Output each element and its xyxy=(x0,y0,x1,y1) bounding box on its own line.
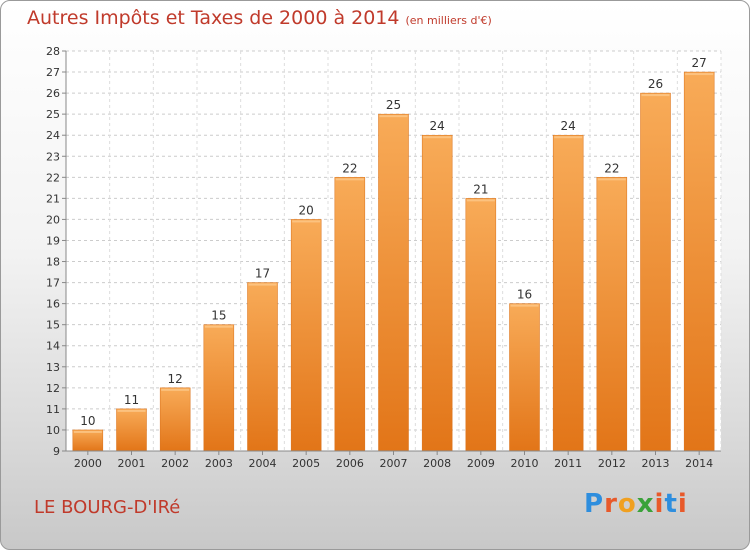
brand-letter: t xyxy=(664,489,678,519)
bar-highlight xyxy=(292,220,321,223)
bar xyxy=(596,177,628,452)
x-tick-label: 2011 xyxy=(554,457,582,470)
y-tick-label: 14 xyxy=(46,340,60,353)
bar xyxy=(159,387,191,452)
bar-highlight xyxy=(161,388,190,391)
chart-title: Autres Impôts et Taxes de 2000 à 2014 xyxy=(27,7,400,29)
data-label: 26 xyxy=(648,77,663,91)
bar-highlight xyxy=(423,136,452,139)
y-tick-label: 15 xyxy=(46,319,60,332)
bar-highlight xyxy=(379,115,408,118)
y-tick-label: 13 xyxy=(46,361,60,374)
x-tick-label: 2001 xyxy=(118,457,146,470)
bar xyxy=(72,429,104,452)
x-tick-label: 2010 xyxy=(511,457,539,470)
bar-highlight xyxy=(554,136,583,139)
brand-letter: r xyxy=(604,489,618,519)
bar xyxy=(421,134,453,452)
bar xyxy=(247,282,278,452)
data-label: 12 xyxy=(168,372,183,386)
y-tick-label: 19 xyxy=(46,234,60,247)
bars-layer: 10 11 12 15 17 20 22 25 24 21 16 24 22 26 27 xyxy=(72,56,715,452)
bar-highlight xyxy=(641,94,670,97)
bar-highlight xyxy=(335,178,364,181)
x-tick-label: 2005 xyxy=(292,457,320,470)
x-tick-label: 2007 xyxy=(380,457,408,470)
y-tick-label: 11 xyxy=(46,403,60,416)
bar xyxy=(290,219,322,452)
x-tick-label: 2000 xyxy=(74,457,102,470)
y-tick-label: 17 xyxy=(46,277,60,290)
y-tick-label: 25 xyxy=(46,108,60,121)
data-label: 20 xyxy=(299,203,314,217)
brand-letter: i xyxy=(654,489,665,519)
y-tick-label: 12 xyxy=(46,382,60,395)
y-tick-label: 28 xyxy=(46,45,60,58)
bar xyxy=(552,134,584,452)
data-label: 10 xyxy=(80,414,95,428)
proxiti-logo[interactable]: Proxiti xyxy=(584,489,688,519)
y-tick-label: 27 xyxy=(46,66,60,79)
bar-highlight xyxy=(597,178,626,181)
y-tick-label: 21 xyxy=(46,192,60,205)
y-tick-label: 26 xyxy=(46,87,60,100)
x-tick-label: 2013 xyxy=(642,457,670,470)
grid-layer xyxy=(65,50,722,451)
x-tick-label: 2009 xyxy=(467,457,495,470)
y-tick-label: 20 xyxy=(46,213,60,226)
chart-unit: (en milliers d'€) xyxy=(405,14,492,27)
data-label: 27 xyxy=(692,56,707,70)
brand-letter: o xyxy=(617,489,637,519)
bar-highlight xyxy=(510,304,539,307)
bar xyxy=(683,71,715,452)
brand-letter: i xyxy=(677,489,688,519)
bar xyxy=(465,198,497,452)
x-tick-label: 2002 xyxy=(161,457,189,470)
bar-highlight xyxy=(248,283,277,286)
y-tick-label: 24 xyxy=(46,129,60,142)
x-tick-label: 2012 xyxy=(598,457,626,470)
data-label: 25 xyxy=(386,98,401,112)
y-tick-label: 22 xyxy=(46,171,60,184)
brand-letter: x xyxy=(636,489,655,519)
bar-highlight xyxy=(117,409,146,412)
x-tick-label: 2008 xyxy=(423,457,451,470)
bar xyxy=(640,92,671,452)
y-tick-label: 16 xyxy=(46,298,60,311)
data-label: 24 xyxy=(430,119,445,133)
data-label: 22 xyxy=(604,161,619,175)
bar xyxy=(378,113,409,452)
data-label: 16 xyxy=(517,288,532,302)
x-tick-label: 2006 xyxy=(336,457,364,470)
commune-name: LE BOURG-D'IRé xyxy=(34,497,181,518)
x-tick-label: 2003 xyxy=(205,457,233,470)
data-label: 24 xyxy=(561,119,576,133)
bar xyxy=(509,303,540,452)
data-label: 17 xyxy=(255,267,270,281)
x-tick-label: 2004 xyxy=(249,457,277,470)
data-label: 15 xyxy=(211,309,226,323)
y-tick-label: 18 xyxy=(46,256,60,269)
axis-layer: 9 10 11 12 13 14 15 16 17 18 19 20 21 22 23 24 25 26 27 28 2… xyxy=(46,45,721,470)
data-label: 11 xyxy=(124,393,139,407)
bar xyxy=(203,324,235,452)
bar-highlight xyxy=(466,199,495,202)
data-label: 22 xyxy=(342,161,357,175)
bar-highlight xyxy=(73,430,102,433)
bar xyxy=(116,408,147,452)
y-tick-label: 10 xyxy=(46,424,60,437)
bar-highlight xyxy=(204,325,233,328)
data-label: 21 xyxy=(473,182,488,196)
bar xyxy=(334,177,366,452)
x-tick-label: 2014 xyxy=(685,457,713,470)
title-row: Autres Impôts et Taxes de 2000 à 2014 (en… xyxy=(27,7,492,29)
brand-letter: P xyxy=(584,489,605,519)
bar-highlight xyxy=(685,73,714,76)
y-tick-label: 9 xyxy=(53,445,60,458)
y-tick-label: 23 xyxy=(46,150,60,163)
